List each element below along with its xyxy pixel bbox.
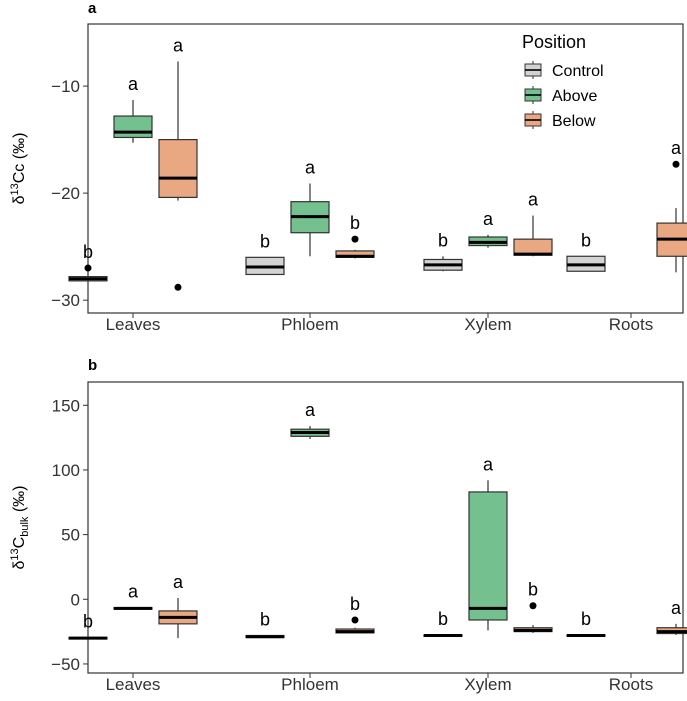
significance-letter: b (83, 611, 93, 631)
outlier-point (529, 602, 537, 610)
y-label-main: Cc (‰) (11, 133, 28, 184)
y-tick-label: −30 (51, 291, 80, 310)
outlier-point (672, 160, 680, 168)
legend-key-control: Control (524, 61, 604, 80)
y-label-sup: 13 (9, 548, 21, 560)
significance-letter: b (350, 594, 360, 614)
box-body (468, 491, 508, 621)
box-phloem-above: a (290, 157, 330, 257)
box-xylem-above: a (468, 209, 508, 248)
legend-label: Control (552, 63, 604, 80)
y-axis-label: δ13Cbulk (‰) (9, 485, 31, 569)
box-phloem-control: b (245, 609, 285, 639)
significance-letter: a (671, 138, 682, 158)
significance-letter: a (173, 35, 184, 55)
y-tick-label: 100 (52, 461, 80, 480)
outlier-point (351, 235, 359, 243)
significance-letter: b (83, 242, 93, 262)
significance-letter: a (173, 572, 184, 592)
legend-key-above: Above (524, 86, 597, 105)
y-tick-label: −50 (51, 655, 80, 674)
box-roots-below: a (656, 138, 687, 273)
x-tick-label: Xylem (464, 675, 511, 694)
box-leaves-control: b (68, 611, 108, 640)
box-leaves-below: a (158, 35, 198, 291)
outlier-point (351, 616, 359, 624)
outlier-point (174, 283, 182, 291)
significance-letter: a (305, 157, 316, 177)
box-phloem-control: b (245, 231, 285, 276)
box-phloem-below: b (335, 594, 375, 634)
x-tick-label: Phloem (281, 315, 339, 334)
box-phloem-above: a (290, 400, 330, 439)
box-body (158, 139, 198, 199)
significance-letter: a (128, 582, 139, 602)
box-xylem-below: b (513, 580, 553, 633)
box-roots-control: b (566, 609, 606, 637)
box-leaves-above: a (113, 582, 153, 610)
significance-letter: b (260, 231, 270, 251)
x-tick-label: Roots (609, 675, 653, 694)
panel-b: b −50 0 50 100 150 Leaves Phloem Xylem Roots δ13Cb… (9, 357, 687, 694)
legend: Position Control Above Below (522, 32, 604, 130)
y-label-sub: bulk (19, 516, 31, 537)
y-tick-label: −20 (51, 184, 80, 203)
y-tick-label: 150 (52, 396, 80, 415)
y-axis-label: δ13Cc (‰) (9, 133, 28, 205)
panel-letter: b (88, 357, 97, 374)
y-tick-label: 50 (61, 526, 80, 545)
x-tick-label: Leaves (106, 315, 161, 334)
outlier-point (84, 264, 92, 272)
significance-letter: a (671, 598, 682, 618)
box-xylem-control: b (423, 609, 463, 637)
x-tick-label: Xylem (464, 315, 511, 334)
significance-letter: a (128, 74, 139, 94)
box-leaves-control: b (68, 242, 108, 282)
significance-letter: b (350, 213, 360, 233)
y-label-main: C (11, 537, 28, 549)
legend-label: Above (552, 88, 597, 105)
x-tick-label: Roots (609, 315, 653, 334)
significance-letter: b (260, 609, 270, 629)
y-label-delta: δ (11, 195, 28, 204)
significance-letter: a (483, 209, 494, 229)
y-tick-label: −10 (51, 77, 80, 96)
significance-letter: b (438, 230, 448, 250)
box-body (113, 115, 153, 139)
y-label-unit: (‰) (11, 485, 28, 516)
legend-label: Below (552, 113, 596, 130)
legend-key-below: Below (524, 111, 596, 130)
panel-letter: a (88, 0, 97, 17)
plot-frame (87, 381, 684, 674)
panel-a: a −30 −20 −10 Leaves Phloem Xylem Roots δ13Cc (‰… (9, 0, 687, 334)
box-roots-below: a (656, 598, 687, 635)
legend-title: Position (522, 32, 586, 52)
box-leaves-below: a (158, 572, 198, 639)
y-tick-label: 0 (71, 590, 80, 609)
box-leaves-above: a (113, 74, 153, 143)
significance-letter: b (581, 230, 591, 250)
box-phloem-below: b (335, 213, 375, 259)
significance-letter: b (581, 609, 591, 629)
box-xylem-above: a (468, 454, 508, 631)
x-tick-label: Leaves (106, 675, 161, 694)
box-xylem-control: b (423, 230, 463, 272)
significance-letter: b (528, 580, 538, 600)
significance-letter: b (438, 609, 448, 629)
significance-letter: a (528, 190, 539, 210)
box-xylem-below: a (513, 190, 553, 257)
box-roots-control: b (566, 230, 606, 272)
x-tick-label: Phloem (281, 675, 339, 694)
y-label-sup: 13 (9, 183, 21, 195)
significance-letter: a (483, 454, 494, 474)
y-label-delta: δ (11, 561, 28, 570)
significance-letter: a (305, 400, 316, 420)
